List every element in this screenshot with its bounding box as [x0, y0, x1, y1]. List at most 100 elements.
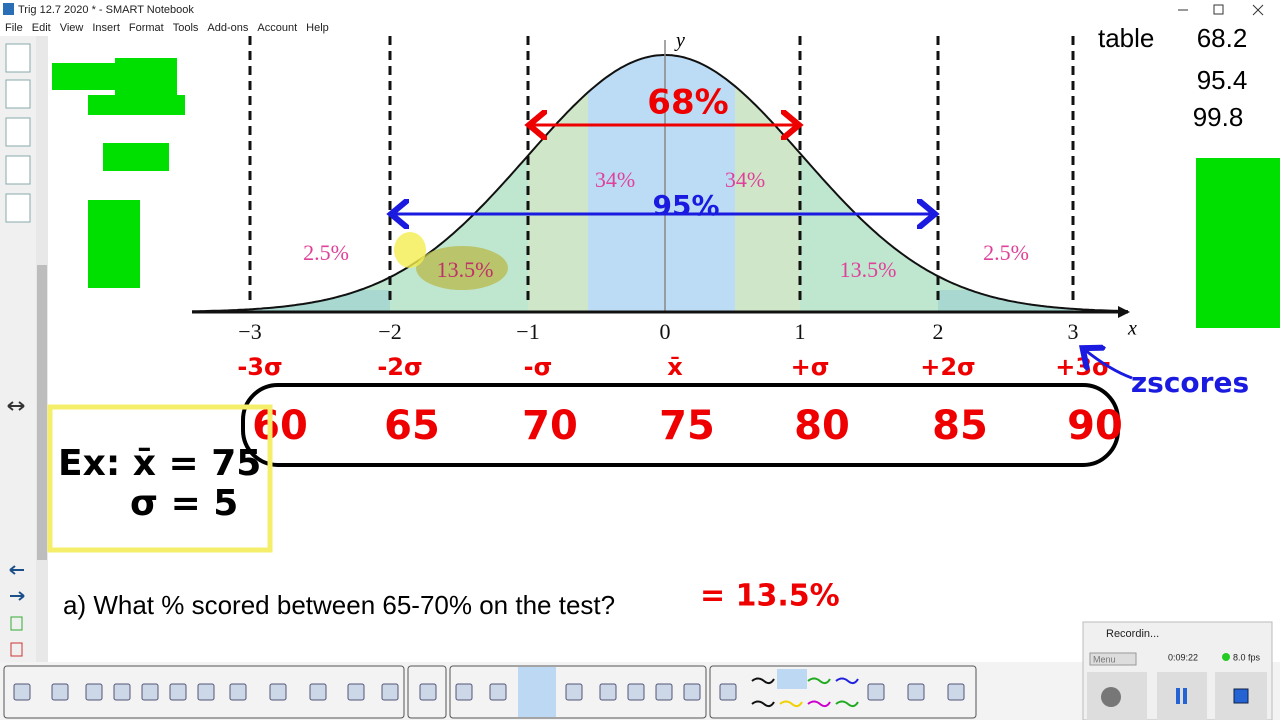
sigma-label: +3σ	[1055, 353, 1111, 381]
pen-swatch[interactable]	[807, 700, 831, 708]
score: 85	[932, 403, 988, 449]
window-controls[interactable]	[1178, 4, 1264, 16]
menu-bar: File Edit View Insert Format Tools Add-ons Acco…	[5, 22, 329, 34]
sigma-label: -2σ	[377, 353, 422, 381]
page-nav[interactable]	[9, 565, 25, 601]
score: 70	[522, 403, 578, 449]
question: a) What % scored between 65-70% on the t…	[63, 590, 615, 620]
menu-item[interactable]: Add-ons	[207, 22, 248, 34]
tool-icon[interactable]	[309, 683, 327, 701]
menu-item[interactable]: Tools	[173, 22, 199, 34]
highlight	[416, 246, 508, 290]
tool-icon[interactable]	[627, 683, 645, 701]
region-label: 34%	[595, 167, 635, 192]
tool-icon[interactable]	[907, 683, 925, 701]
tool-icon[interactable]	[229, 683, 247, 701]
pause-button[interactable]	[1157, 672, 1207, 720]
pen-swatch[interactable]	[835, 677, 859, 685]
menu-item[interactable]: Account	[257, 22, 297, 34]
score: 75	[659, 403, 715, 449]
pen-swatch[interactable]	[807, 677, 831, 685]
tool-icon[interactable]	[867, 683, 885, 701]
stop-icon	[1233, 688, 1249, 704]
z-label: −3	[238, 319, 261, 344]
tool-icon[interactable]	[13, 683, 31, 701]
title-bar	[0, 0, 1280, 36]
table-label: table	[1098, 23, 1154, 53]
add-page[interactable]	[10, 616, 23, 631]
pen-swatch[interactable]	[835, 700, 859, 708]
resize-handle[interactable]	[7, 401, 25, 411]
span-68-label: 68%	[647, 83, 728, 123]
scroll-thumb[interactable]	[37, 265, 47, 560]
pause-icon	[1176, 688, 1180, 704]
z-label: 3	[1068, 319, 1079, 344]
zscores-arrow	[1085, 350, 1133, 380]
tab-buttons[interactable]	[5, 43, 31, 223]
tool-icon[interactable]	[455, 683, 473, 701]
region-label: 13.5%	[437, 257, 494, 282]
tool-icon[interactable]	[269, 683, 287, 701]
tool-icon[interactable]	[565, 683, 583, 701]
tool-icon[interactable]	[141, 683, 159, 701]
sigma-label: x̄	[667, 353, 683, 381]
z-label: −1	[516, 319, 539, 344]
delete-page[interactable]	[10, 642, 23, 657]
tool-icon[interactable]	[419, 683, 437, 701]
tool-icon[interactable]	[599, 683, 617, 701]
tool-buttons[interactable]	[13, 677, 965, 708]
menu-item[interactable]: Edit	[32, 22, 51, 34]
tool-icon[interactable]	[489, 683, 507, 701]
sigma-label: -3σ	[237, 353, 282, 381]
table-value: 68.2	[1197, 23, 1248, 53]
record-icon	[1101, 687, 1121, 707]
menu-item[interactable]: File	[5, 22, 23, 34]
table-value: 99.8	[1193, 102, 1244, 132]
tool-icon[interactable]	[381, 683, 399, 701]
region-label: 13.5%	[840, 257, 897, 282]
score: 90	[1067, 403, 1123, 449]
pen-selected[interactable]	[777, 669, 807, 689]
menu-item[interactable]: View	[60, 22, 84, 34]
menu-item[interactable]: Insert	[92, 22, 120, 34]
region-label: 2.5%	[983, 240, 1029, 265]
tool-icon[interactable]	[197, 683, 215, 701]
y-axis-label: y	[674, 30, 685, 52]
zscores-note: zscores	[1131, 366, 1249, 399]
region-label: 34%	[725, 167, 765, 192]
recorder-status	[1222, 653, 1230, 661]
z-label: 2	[933, 319, 944, 344]
tool-icon[interactable]	[719, 683, 737, 701]
tool-icon[interactable]	[169, 683, 187, 701]
tool-selected[interactable]	[518, 667, 556, 717]
tool-icon[interactable]	[347, 683, 365, 701]
menu-item[interactable]: Help	[306, 22, 329, 34]
sigma-label: -σ	[524, 353, 553, 381]
answer: = 13.5%	[700, 579, 840, 614]
tool-icon[interactable]	[85, 683, 103, 701]
recorder-title: Recordin...	[1106, 628, 1159, 640]
score: 65	[384, 403, 440, 449]
scores-box	[241, 383, 1120, 467]
toolbar-groups	[3, 665, 977, 719]
pen-swatch[interactable]	[751, 700, 775, 708]
tool-icon[interactable]	[113, 683, 131, 701]
z-label: 0	[660, 319, 671, 344]
recorder-menu-label[interactable]: Menu	[1093, 654, 1116, 664]
score: 60	[252, 403, 308, 449]
tool-icon[interactable]	[51, 683, 69, 701]
tool-icon[interactable]	[683, 683, 701, 701]
sigma-label: +2σ	[920, 353, 976, 381]
window-title: Trig 12.7 2020 * - SMART Notebook	[18, 4, 194, 16]
pen-swatch[interactable]	[779, 700, 803, 708]
tool-icon[interactable]	[947, 683, 965, 701]
tool-icon[interactable]	[655, 683, 673, 701]
sigma-label: +σ	[791, 353, 830, 381]
green-blocks	[52, 58, 1280, 328]
recorder-fps: 8.0 fps	[1233, 652, 1261, 662]
span-95-label: 95%	[652, 189, 719, 222]
pen-swatch[interactable]	[751, 677, 775, 685]
recorder-menu[interactable]	[1089, 652, 1137, 666]
menu-item[interactable]: Format	[129, 22, 164, 34]
